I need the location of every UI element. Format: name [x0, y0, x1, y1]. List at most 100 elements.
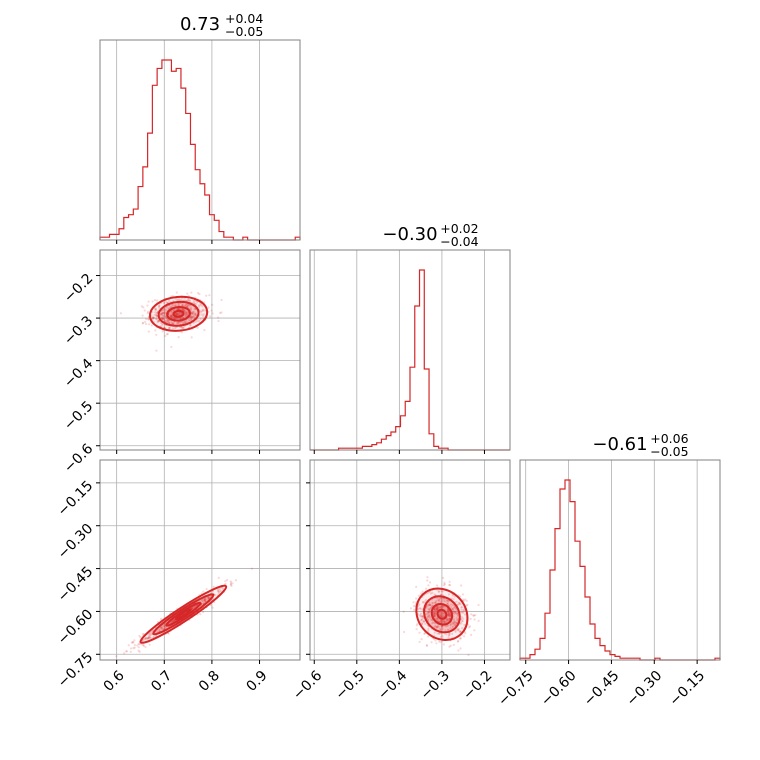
sample-point: [428, 613, 431, 617]
sample-point: [156, 319, 159, 322]
sample-point: [154, 311, 157, 314]
sample-point: [427, 603, 431, 606]
sample-point: [446, 618, 449, 621]
sample-point: [442, 615, 445, 618]
sample-point: [190, 319, 193, 322]
sample-point: [144, 637, 147, 640]
sample-point: [451, 625, 454, 628]
sample-point: [203, 597, 206, 601]
sample-point: [444, 629, 447, 632]
sample-point: [403, 630, 406, 634]
sample-point: [125, 650, 129, 653]
sample-point: [429, 608, 432, 612]
median-value: −0.61: [592, 434, 647, 455]
sample-point: [432, 612, 436, 615]
sample-point: [439, 606, 442, 609]
sample-point: [436, 632, 439, 635]
sample-point: [196, 326, 199, 329]
sample-point: [144, 320, 147, 323]
sample-point: [161, 317, 164, 320]
sample-point: [470, 613, 473, 616]
sample-point: [203, 309, 206, 312]
sample-point: [140, 305, 143, 308]
sample-point: [146, 637, 150, 640]
sample-point: [149, 636, 152, 639]
sample-point: [164, 308, 167, 311]
sample-point: [186, 303, 189, 306]
sample-point: [427, 629, 430, 632]
sample-point: [176, 312, 179, 316]
panel-frame: [309, 249, 511, 451]
sample-point: [193, 315, 196, 318]
density-contour: [157, 300, 200, 327]
sample-point: [205, 598, 208, 601]
sample-point: [208, 315, 212, 318]
sample-point: [129, 650, 132, 653]
sample-point: [172, 619, 175, 622]
sample-point: [217, 576, 220, 579]
sample-point: [464, 598, 467, 601]
sample-point: [161, 317, 164, 321]
sample-point: [441, 590, 444, 593]
x-tick-label: 0.8: [196, 668, 223, 695]
sample-point: [155, 349, 158, 352]
sample-point: [433, 611, 436, 614]
sample-point: [452, 610, 455, 613]
sample-point: [163, 311, 166, 314]
sample-point: [138, 650, 141, 653]
sample-point: [436, 618, 439, 621]
sample-point: [185, 312, 188, 316]
sample-point: [426, 615, 429, 618]
sample-point: [148, 632, 152, 635]
sample-point: [419, 607, 422, 610]
sample-point: [172, 316, 175, 319]
sample-point: [436, 607, 439, 610]
sample-point: [195, 302, 198, 306]
sample-point: [172, 321, 176, 324]
sample-point: [415, 628, 418, 631]
sample-point: [161, 311, 164, 314]
sample-point: [439, 614, 442, 618]
y-tick-label: −0.3: [61, 313, 96, 348]
sample-point: [194, 313, 197, 316]
sample-point: [224, 582, 227, 586]
sample-point: [182, 308, 185, 312]
y-tick-label: −0.2: [61, 271, 96, 306]
sample-point: [447, 599, 450, 602]
sample-point: [156, 321, 159, 324]
sample-point: [468, 625, 472, 628]
sample-point: [426, 604, 429, 608]
sample-point: [452, 621, 455, 624]
sample-point: [190, 315, 194, 318]
sample-point: [434, 602, 437, 605]
sample-point: [447, 614, 450, 617]
sample-point: [190, 316, 193, 319]
panel-frame: [99, 39, 301, 241]
sample-point: [453, 595, 456, 598]
sample-point: [143, 309, 146, 312]
sample-point: [146, 310, 150, 313]
sample-point: [187, 319, 190, 322]
sample-point: [165, 333, 168, 336]
sample-point: [435, 625, 439, 629]
sample-point: [435, 642, 438, 645]
sample-point: [460, 605, 463, 609]
sample-point: [459, 630, 462, 633]
sample-point: [445, 619, 448, 622]
sample-point: [442, 643, 445, 646]
grid-lines: [116, 40, 260, 240]
sample-point: [420, 619, 423, 622]
sample-point: [427, 614, 430, 617]
sample-point: [183, 321, 186, 324]
x-tick-label: −0.3: [418, 668, 453, 703]
sample-point: [167, 327, 171, 330]
sample-point: [473, 629, 476, 632]
sample-point: [159, 314, 162, 317]
sample-point: [161, 323, 164, 326]
x-tick-label: 0.6: [101, 668, 128, 695]
sample-point: [115, 655, 118, 658]
sample-point: [435, 626, 439, 629]
histogram-line: [519, 479, 721, 661]
sample-point: [163, 312, 166, 315]
sample-point: [453, 621, 457, 624]
